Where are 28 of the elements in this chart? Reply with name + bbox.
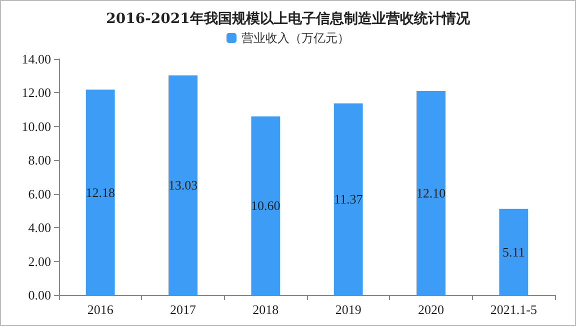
bar: [86, 90, 115, 295]
data-label: 5.11: [502, 244, 525, 260]
x-tick-label: 2021.1-5: [490, 302, 537, 317]
y-tick-label: 14.00: [22, 52, 51, 66]
y-tick-label: 10.00: [22, 118, 51, 134]
data-label: 13.03: [168, 178, 198, 193]
data-label: 12.10: [416, 186, 446, 201]
y-tick-label: 12.00: [22, 85, 51, 100]
x-tick-label: 2019: [335, 302, 362, 317]
chart-title: 2016-2021年我国规模以上电子信息制造业营收统计情况: [106, 10, 471, 27]
x-tick-label: 2020: [418, 302, 444, 317]
data-label: 12.18: [86, 184, 115, 200]
data-label: 11.37: [334, 192, 364, 207]
bar: [416, 91, 446, 295]
bar: [499, 208, 528, 295]
bar: [168, 75, 198, 295]
x-tick-label: 2017: [170, 302, 196, 317]
x-tick-label: 2018: [252, 302, 279, 317]
y-tick-label: 2.00: [28, 254, 51, 269]
bar: [251, 116, 280, 295]
data-label: 10.60: [251, 198, 280, 214]
y-tick-label: 0.00: [28, 288, 51, 302]
bar: [334, 103, 363, 295]
y-tick-label: 6.00: [28, 186, 51, 202]
x-tick-label: 2016: [87, 302, 114, 317]
y-tick-label: 4.00: [28, 220, 51, 236]
legend-label: 营业收入（万亿元）: [242, 31, 350, 45]
y-tick-label: 8.00: [28, 152, 51, 168]
